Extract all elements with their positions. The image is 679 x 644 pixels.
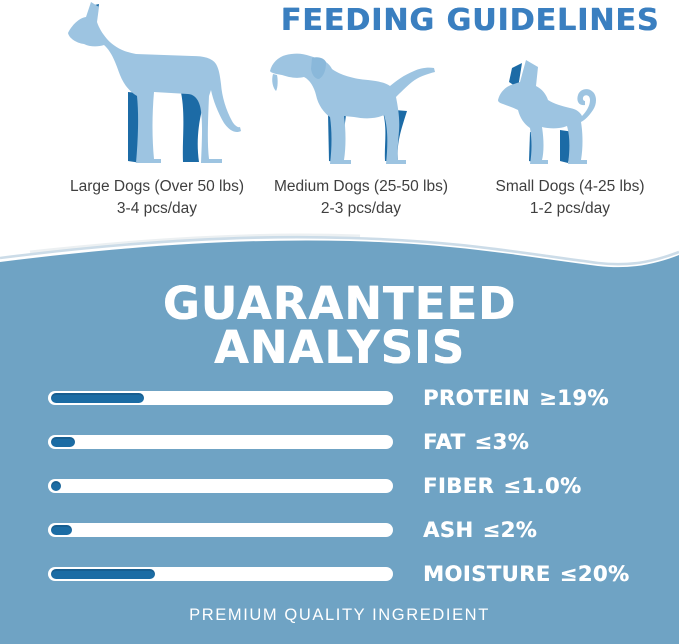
- fat-bar-fill: [51, 437, 76, 447]
- large-dogs-caption: Large Dogs (Over 50 lbs) 3-4 pcs/day: [28, 176, 286, 221]
- moisture-label: MOISTURE ≤20%: [423, 562, 629, 586]
- protein-name: PROTEIN: [423, 386, 530, 410]
- fiber-bar-fill: [51, 481, 62, 491]
- ash-label: ASH ≤2%: [423, 518, 537, 542]
- fiber-value: ≤1.0%: [503, 474, 582, 498]
- moisture-bar-track: [48, 567, 393, 581]
- fat-value: ≤3%: [474, 430, 530, 454]
- medium-dogs-amount: 2-3 pcs/day: [320, 200, 402, 218]
- fiber-name: FIBER: [423, 474, 495, 498]
- moisture-bar-fill: [51, 569, 155, 579]
- small-dogs-label: Small Dogs (4-25 lbs): [495, 178, 645, 195]
- moisture-name: MOISTURE: [423, 562, 551, 586]
- protein-bar-track: [48, 391, 393, 405]
- guaranteed-analysis-title-line1: GUARANTEED: [162, 277, 517, 330]
- ash-bar-track: [48, 523, 393, 537]
- small-dogs-amount: 1-2 pcs/day: [529, 200, 611, 218]
- fiber-label: FIBER ≤1.0%: [423, 474, 582, 498]
- protein-bar-row: PROTEIN ≥19%: [48, 386, 648, 410]
- moisture-bar-row: MOISTURE ≤20%: [48, 562, 648, 586]
- fiber-bar-track: [48, 479, 393, 493]
- fat-label: FAT ≤3%: [423, 430, 529, 454]
- guaranteed-analysis-title-line2: ANALYSIS: [213, 321, 466, 374]
- fat-bar-track: [48, 435, 393, 449]
- labrador-dog-icon: [270, 53, 435, 164]
- medium-dogs-label: Medium Dogs (25-50 lbs): [273, 178, 448, 195]
- analysis-bars: PROTEIN ≥19% FAT ≤3% FIBER ≤1.0% ASH ≤2: [48, 386, 648, 611]
- guaranteed-analysis-title: GUARANTEED ANALYSIS: [0, 277, 679, 374]
- fiber-bar-row: FIBER ≤1.0%: [48, 474, 648, 498]
- protein-bar-fill: [51, 393, 145, 403]
- ash-name: ASH: [423, 518, 474, 542]
- ash-bar-fill: [51, 525, 72, 535]
- protein-value: ≥19%: [538, 386, 609, 410]
- ash-bar-row: ASH ≤2%: [48, 518, 648, 542]
- moisture-value: ≤20%: [559, 562, 630, 586]
- premium-quality-footer: PREMIUM QUALITY INGREDIENT: [189, 606, 490, 624]
- feeding-guidelines-title: FEEDING GUIDELINES: [280, 3, 660, 38]
- large-dogs-amount: 3-4 pcs/day: [116, 200, 198, 218]
- great-dane-dog-icon: [68, 2, 241, 163]
- fat-name: FAT: [423, 430, 466, 454]
- ash-value: ≤2%: [482, 518, 538, 542]
- small-dogs-caption: Small Dogs (4-25 lbs) 1-2 pcs/day: [466, 176, 674, 221]
- large-dogs-label: Large Dogs (Over 50 lbs): [69, 178, 245, 195]
- chihuahua-dog-icon: [498, 60, 596, 164]
- medium-dogs-caption: Medium Dogs (25-50 lbs) 2-3 pcs/day: [254, 176, 468, 221]
- fat-bar-row: FAT ≤3%: [48, 430, 648, 454]
- protein-label: PROTEIN ≥19%: [423, 386, 609, 410]
